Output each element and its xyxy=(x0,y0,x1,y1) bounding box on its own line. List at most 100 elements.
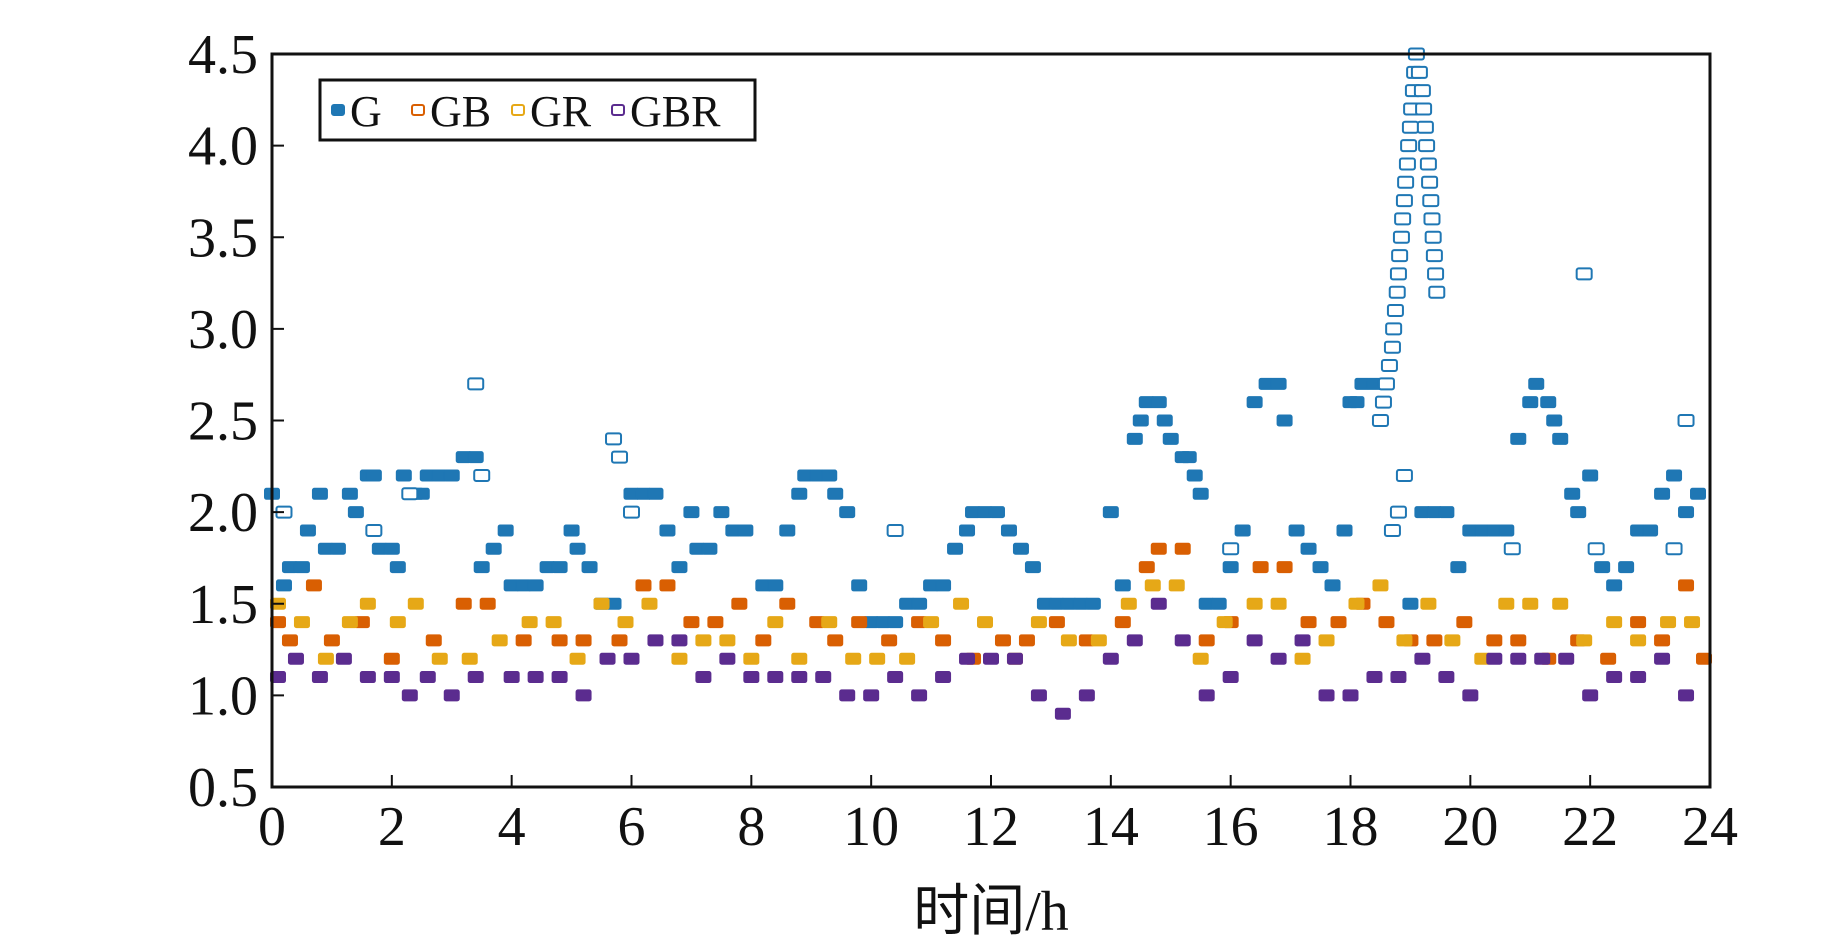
data-point xyxy=(1582,469,1599,482)
y-axis-ticks: 0.5 1.0 1.5 2.0 2.5 3.0 3.5 4.0 4.5 xyxy=(188,24,284,819)
x-tick-label: 18 xyxy=(1323,796,1379,858)
data-point xyxy=(581,561,598,574)
data-point xyxy=(1174,634,1191,647)
data-point xyxy=(1126,634,1143,647)
data-point xyxy=(1366,671,1383,684)
data-point xyxy=(1174,542,1191,555)
data-point xyxy=(911,689,928,702)
data-point xyxy=(281,634,298,647)
data-point xyxy=(401,487,419,501)
x-tick-label: 10 xyxy=(843,796,899,858)
series-gr xyxy=(269,579,1701,665)
data-point xyxy=(1390,671,1407,684)
data-point xyxy=(1618,561,1635,574)
data-point xyxy=(911,597,928,610)
data-point xyxy=(269,671,286,684)
data-point xyxy=(1383,340,1401,354)
data-point xyxy=(287,652,304,665)
data-point xyxy=(1401,120,1419,134)
series-g-open xyxy=(275,47,1695,556)
data-point xyxy=(1421,175,1439,189)
data-point xyxy=(551,671,568,684)
data-point xyxy=(863,689,880,702)
data-point xyxy=(1156,414,1173,427)
data-point xyxy=(1570,506,1587,519)
data-point xyxy=(623,652,640,665)
data-point xyxy=(1312,561,1329,574)
data-point xyxy=(1150,396,1167,409)
data-point xyxy=(1006,652,1023,665)
x-tick-label: 4 xyxy=(498,796,526,858)
y-tick-label: 2.5 xyxy=(188,391,258,453)
data-point xyxy=(479,597,496,610)
data-point xyxy=(467,377,485,391)
data-point xyxy=(767,616,784,629)
data-point xyxy=(1024,561,1041,574)
data-point xyxy=(1192,652,1209,665)
data-point xyxy=(389,561,406,574)
data-point xyxy=(767,671,784,684)
data-point xyxy=(383,671,400,684)
data-point xyxy=(521,616,538,629)
data-point xyxy=(1198,634,1215,647)
data-point xyxy=(605,432,623,446)
data-point xyxy=(497,524,514,537)
data-point xyxy=(569,652,586,665)
data-point xyxy=(1377,377,1395,391)
data-point xyxy=(1414,652,1431,665)
data-point xyxy=(683,506,700,519)
data-point xyxy=(1222,542,1240,556)
data-point xyxy=(719,634,736,647)
data-point xyxy=(467,671,484,684)
data-point xyxy=(407,597,424,610)
data-point xyxy=(1498,597,1515,610)
data-point xyxy=(1371,414,1389,427)
data-point xyxy=(695,671,712,684)
x-tick-label: 6 xyxy=(618,796,646,858)
data-point xyxy=(1348,396,1365,409)
data-point xyxy=(383,542,400,555)
data-point xyxy=(647,487,664,500)
data-point xyxy=(635,579,652,592)
data-point xyxy=(1402,597,1419,610)
data-point xyxy=(311,487,328,500)
data-point xyxy=(1398,157,1416,171)
data-point xyxy=(341,487,358,500)
data-point xyxy=(953,597,970,610)
legend-label: G xyxy=(350,87,382,136)
data-point xyxy=(1575,267,1593,281)
data-point xyxy=(1144,579,1161,592)
y-tick-label: 4.0 xyxy=(188,116,258,178)
legend-marker xyxy=(511,104,525,116)
data-point xyxy=(1420,597,1437,610)
data-point xyxy=(1126,432,1143,445)
data-point xyxy=(1102,506,1119,519)
data-point xyxy=(1222,671,1239,684)
data-point xyxy=(1168,579,1185,592)
data-point xyxy=(1486,634,1503,647)
data-point xyxy=(791,487,808,500)
data-point xyxy=(1630,616,1647,629)
data-point xyxy=(1318,634,1335,647)
data-point xyxy=(575,689,592,702)
data-point xyxy=(815,671,832,684)
legend-marker xyxy=(331,104,345,116)
data-point xyxy=(994,634,1011,647)
data-point xyxy=(275,579,292,592)
data-point xyxy=(845,652,862,665)
x-tick-label: 8 xyxy=(737,796,765,858)
data-point xyxy=(1150,597,1167,610)
data-point xyxy=(977,616,994,629)
y-tick-label: 1.0 xyxy=(188,665,258,727)
data-point xyxy=(1198,689,1215,702)
data-point xyxy=(935,634,952,647)
data-point xyxy=(1600,652,1617,665)
data-point xyxy=(827,634,844,647)
series-g xyxy=(264,377,1707,629)
data-point xyxy=(1084,597,1101,610)
data-point xyxy=(329,542,346,555)
data-point xyxy=(1222,561,1239,574)
data-point xyxy=(1385,322,1403,336)
data-point xyxy=(1510,432,1527,445)
